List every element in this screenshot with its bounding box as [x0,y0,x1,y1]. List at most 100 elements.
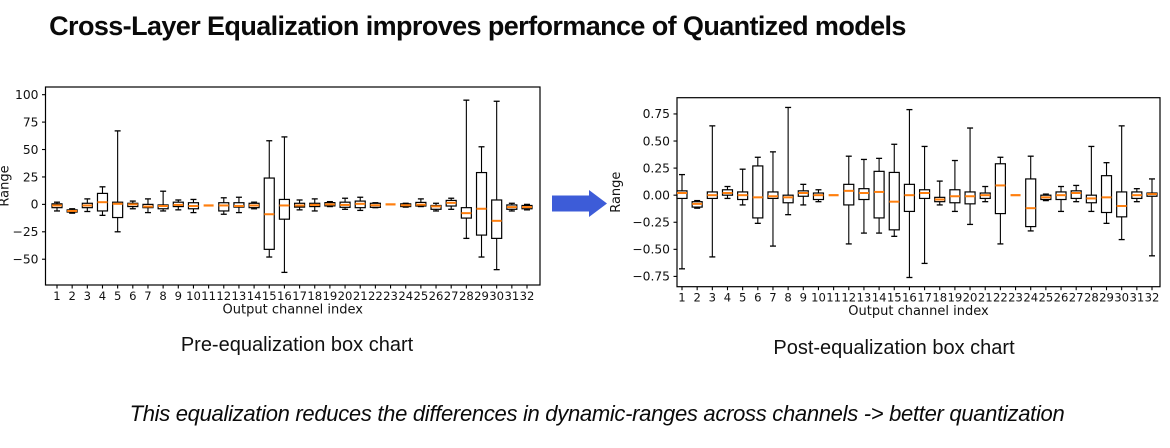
svg-text:29: 29 [1099,291,1114,305]
box-ch18 [934,180,946,206]
y-axis-label: Range [609,172,624,213]
svg-text:50: 50 [23,143,39,157]
box-ch24 [400,202,412,208]
box-ch9 [797,183,809,206]
svg-text:28: 28 [1084,291,1099,305]
box-ch25 [1040,193,1052,202]
box-ch27 [445,197,457,210]
svg-text:16: 16 [277,289,292,303]
figure-title: Cross-Layer Equalization improves perfor… [49,11,906,41]
svg-text:75: 75 [23,115,39,129]
svg-text:5: 5 [114,289,121,303]
box-ch8 [782,106,794,216]
svg-text:8: 8 [159,289,166,303]
box-ch17 [918,145,931,265]
svg-text:3: 3 [84,289,91,303]
svg-text:4: 4 [99,289,106,303]
box-ch18 [309,198,321,212]
svg-text:6: 6 [754,291,761,305]
svg-text:26: 26 [1054,291,1069,305]
svg-text:23: 23 [383,289,398,303]
transform-arrow [552,190,607,217]
box-ch7 [142,198,154,214]
takeaway-text: This equalization reduces the difference… [129,401,1065,426]
svg-text:12: 12 [841,291,856,305]
svg-text:6: 6 [129,289,136,303]
svg-text:32: 32 [1145,291,1160,305]
box-ch19 [949,159,961,213]
svg-text:5: 5 [739,291,746,305]
box-ch31 [1131,188,1143,203]
post-equalization-caption: Post-equalization box chart [773,337,1015,359]
box-ch31 [506,202,518,212]
svg-text:0.00: 0.00 [643,188,670,202]
svg-text:21: 21 [978,291,993,305]
svg-text:11: 11 [201,289,216,303]
y-axis-label: Range [0,165,13,206]
svg-text:7: 7 [144,289,151,303]
x-axis-label: Output channel index [223,303,364,318]
box-ch30 [491,100,503,271]
box-ch3 [81,198,93,213]
svg-text:19: 19 [323,289,338,303]
svg-text:100: 100 [15,88,38,102]
box-ch29 [475,146,488,258]
svg-text:11: 11 [826,291,841,305]
svg-text:29: 29 [474,289,489,303]
box-ch16 [278,136,291,274]
svg-text:8: 8 [784,291,791,305]
box-ch12 [843,155,855,245]
box-ch15 [888,143,900,237]
right-arrow-icon [552,190,607,217]
svg-text:25: 25 [23,170,39,184]
box-ch7 [767,151,779,247]
svg-text:17: 17 [917,291,932,305]
box-ch20 [964,127,976,226]
svg-text:0.50: 0.50 [643,134,670,148]
svg-text:14: 14 [872,291,887,305]
box-ch21 [979,185,991,203]
svg-text:−0.50: −0.50 [632,243,670,257]
svg-text:3: 3 [709,291,716,305]
svg-text:13: 13 [857,291,872,305]
svg-text:26: 26 [429,289,444,303]
pre-equalization-caption: Pre-equalization box chart [180,334,414,356]
svg-text:−50: −50 [13,253,39,267]
svg-text:9: 9 [175,289,182,303]
box-ch30 [1116,125,1128,241]
box-ch14 [248,201,260,210]
svg-text:0: 0 [31,198,39,212]
svg-text:7: 7 [769,291,776,305]
svg-text:19: 19 [948,291,963,305]
box-ch2 [66,208,78,214]
box-ch10 [187,198,200,214]
svg-text:13: 13 [232,289,247,303]
box-ch32 [1146,178,1158,257]
svg-text:25: 25 [413,289,428,303]
box-ch19 [324,200,336,208]
svg-text:2: 2 [693,291,700,305]
box-ch14 [873,157,885,234]
svg-text:21: 21 [353,289,368,303]
box-ch3 [706,125,718,258]
box-ch16 [903,108,916,279]
svg-text:15: 15 [887,291,902,305]
svg-text:27: 27 [444,289,459,303]
svg-text:18: 18 [932,291,947,305]
box-ch1 [51,201,63,212]
svg-text:−25: −25 [13,225,39,239]
box-ch24 [1025,155,1037,232]
svg-text:31: 31 [1129,291,1144,305]
box-ch8 [157,190,169,212]
svg-text:32: 32 [520,289,535,303]
svg-text:2: 2 [68,289,75,303]
box-ch21 [354,196,366,212]
box-ch4 [96,186,109,216]
box-ch26 [430,202,442,212]
box-ch17 [293,199,306,211]
box-ch28 [1085,145,1097,213]
svg-text:0.25: 0.25 [643,161,670,175]
svg-text:0.75: 0.75 [643,107,670,121]
box-ch1 [676,173,688,270]
svg-text:−0.75: −0.75 [632,270,670,284]
